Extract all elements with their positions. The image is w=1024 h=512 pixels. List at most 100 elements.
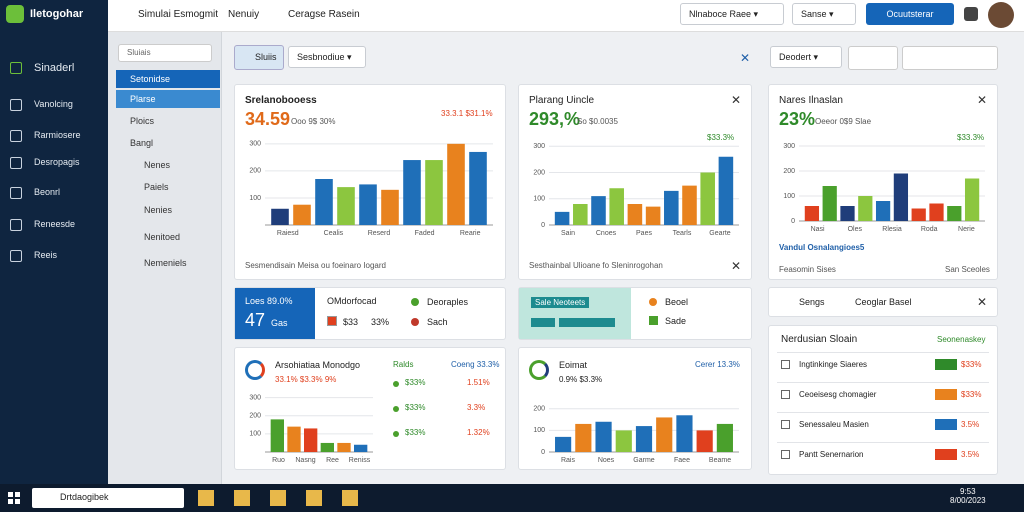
close-icon[interactable]: ✕ (731, 259, 742, 273)
sidebar-icon (10, 250, 22, 262)
sub-nav-item[interactable]: Ploics (116, 112, 220, 130)
close-icon[interactable]: ✕ (977, 295, 988, 309)
y-tick-label: 200 (249, 413, 261, 420)
card-title: Arsohiatiaa Monodgo (275, 360, 361, 370)
top-tab[interactable]: Ceragse Rasein (288, 9, 360, 20)
bar (359, 184, 377, 225)
kpi-sub: Oeeor 0$9 Slae (815, 117, 872, 126)
close-icon[interactable]: ✕ (740, 51, 751, 65)
sub-nav-item[interactable]: Paiels (116, 178, 220, 196)
bar (555, 436, 572, 452)
tab[interactable]: Sluiis (234, 45, 284, 70)
sidebar-item[interactable]: Desropagis (34, 157, 80, 167)
sub-nav: Sluiais Setonidse Plarse Ploics Bangl Nenes P… (108, 32, 222, 484)
checkbox[interactable] (781, 450, 790, 459)
taskbar-apps[interactable] (198, 490, 378, 506)
x-tick-label: Reniss (349, 457, 371, 464)
sub-nav-item[interactable]: Setonidse (116, 70, 220, 88)
y-tick-label: 100 (533, 427, 545, 434)
row-label: Pantt Senernarion (799, 450, 864, 459)
taskbar-search[interactable]: Drtdaogibek (32, 488, 184, 508)
sub-nav-item[interactable]: Nenitoed (116, 228, 220, 246)
sidebar-item[interactable]: Sinaderl (34, 62, 75, 74)
sub-nav-item[interactable]: Plarse (116, 90, 220, 108)
top-tab[interactable]: Simulai Esmogmit (138, 9, 219, 20)
bar (718, 156, 734, 225)
stat-unit: Gas (271, 318, 288, 328)
tab[interactable]: Sengs (799, 297, 825, 307)
row-label: Ingtinkinge Siaeres (799, 360, 868, 369)
bar (271, 208, 289, 225)
card-footer: Sesthainbal Ulioane fo Sleninrogohan (529, 261, 663, 270)
bar (609, 188, 624, 225)
checkbox[interactable] (781, 360, 790, 369)
y-tick-label: 300 (249, 141, 261, 148)
sub-nav-label: Nemeniels (144, 258, 187, 268)
sidebar-item[interactable]: Vanolcing (34, 99, 73, 109)
bar (554, 211, 570, 225)
chart-card: Eoimat 0.9% $3.3% Cerer 13.3% 0 100 200 Rai… (518, 347, 752, 470)
bar (320, 442, 334, 452)
table-action[interactable]: Seonenaskey (937, 335, 986, 344)
x-tick-label: Roda (921, 226, 938, 233)
sub-nav-item[interactable]: Nenes (116, 156, 220, 174)
bar (645, 206, 661, 225)
row-label: Ceoeisesg chomagier (799, 390, 877, 399)
sub-nav-item[interactable]: Nenies (116, 201, 220, 219)
sidebar-icon (10, 62, 22, 74)
list-value: 1.32% (467, 428, 490, 437)
sub-nav-label: Setonidse (130, 74, 171, 84)
y-tick-label: 200 (533, 169, 545, 176)
x-tick-label: Gearte (709, 230, 731, 237)
sidebar-item[interactable]: Reneesde (34, 219, 76, 229)
sub-nav-item[interactable]: Nemeniels (116, 254, 220, 272)
list-value: $33% (405, 378, 426, 387)
bar-chart: 0 100 200 Rais Noes Garme Faee Beame (533, 406, 739, 464)
sidebar-item[interactable]: Reeis (34, 250, 58, 260)
close-icon[interactable]: ✕ (977, 93, 988, 107)
bar (682, 185, 697, 225)
chart-card: Plarang Uincle ✕ 293,% So $0.0035 $33.3%… (518, 84, 752, 280)
close-icon[interactable]: ✕ (731, 93, 742, 107)
bar (615, 430, 632, 452)
dropdown-label: Sesbnodiue (297, 52, 345, 62)
table-card: Nerdusian Sloain Seonenaskey Ingtinkinge… (768, 325, 998, 475)
sidebar-item[interactable]: Rarmiosere (34, 130, 81, 140)
icon-group[interactable] (902, 46, 998, 70)
chart-card: Nares Ilnaslan ✕ 23% Oeeor 0$9 Slae $33.… (768, 84, 998, 280)
top-tab[interactable]: Nenuiy (228, 9, 260, 20)
dropdown[interactable]: Sesbnodiue ▾ (288, 46, 366, 68)
sidebar-item[interactable]: Beonrl (34, 187, 61, 197)
checkbox[interactable] (781, 390, 790, 399)
stat-label: OMdorfocad (327, 296, 377, 306)
bar (595, 421, 612, 452)
y-tick-label: 300 (249, 394, 261, 401)
table-title: Nerdusian Sloain (781, 334, 858, 345)
primary-button[interactable]: Ocuutsterar (866, 3, 954, 25)
list-value: $33% (405, 403, 426, 412)
avatar[interactable] (988, 2, 1014, 28)
bar-chart: 100 200 300 Ruo Nasng Ree Reniss (249, 394, 373, 464)
bar (656, 417, 673, 452)
dropdown[interactable]: Nlnaboce Raee ▾ (680, 3, 784, 25)
notification-icon[interactable] (964, 7, 978, 21)
sidebar-icon (10, 99, 22, 111)
taskbar: Drtdaogibek 9:53 8/00/2023 (0, 484, 1024, 512)
tab[interactable]: Ceoglar Basel (855, 297, 912, 307)
icon-group[interactable] (848, 46, 898, 70)
list-dot (393, 406, 399, 412)
bar (676, 415, 693, 452)
dropdown-label: Deodert (779, 52, 812, 62)
dropdown-label: Sanse (801, 9, 827, 19)
bar (573, 204, 588, 225)
sub-nav-item[interactable]: Bangl (116, 134, 220, 152)
dropdown[interactable]: Sanse ▾ (792, 3, 856, 25)
bar (287, 426, 301, 452)
x-tick-label: Faded (415, 230, 435, 237)
sidebar-icon (10, 130, 22, 142)
search-box[interactable]: Sluiais (118, 44, 212, 62)
dropdown[interactable]: Deodert ▾ (770, 46, 842, 68)
start-button[interactable] (8, 492, 20, 504)
checkbox[interactable] (781, 420, 790, 429)
